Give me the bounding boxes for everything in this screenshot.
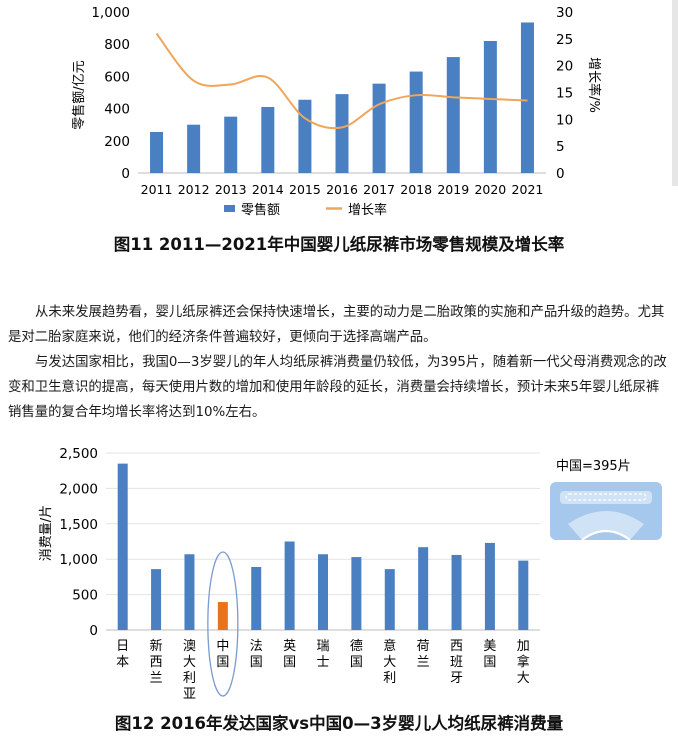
left-axis-ticks: 0 200 400 600 800 1,000 bbox=[91, 5, 130, 182]
x-tick-label: 2015 bbox=[289, 182, 321, 197]
country-label: 中国 bbox=[216, 639, 229, 670]
country-bar-西班牙 bbox=[451, 554, 462, 630]
left-tick-label: 1,000 bbox=[91, 5, 130, 21]
country-label: 荷兰 bbox=[417, 639, 430, 670]
country-label: 法国 bbox=[250, 639, 263, 670]
china-highlight-ellipse bbox=[207, 551, 239, 697]
country-label: 美国 bbox=[483, 639, 496, 670]
x-tick-label: 2020 bbox=[474, 182, 506, 197]
y-axis-label: 消费量/片 bbox=[39, 505, 54, 561]
country-label: 瑞士 bbox=[316, 639, 329, 670]
y-tick-label: 2,500 bbox=[59, 446, 98, 462]
retail-bar-2016 bbox=[335, 94, 349, 173]
paragraph-2: 与发达国家相比，我国0—3岁婴儿的年人均纸尿裤消费量仍较低，为395片，随着新一… bbox=[8, 355, 667, 420]
left-tick-label: 200 bbox=[104, 134, 130, 150]
x-tick-label: 2011 bbox=[141, 182, 173, 197]
retail-bar-2021 bbox=[520, 22, 534, 174]
right-tick-label: 25 bbox=[556, 32, 573, 48]
figure12-caption: 图12 2016年发达国家vs中国0—3岁婴儿人均纸尿裤消费量 bbox=[114, 714, 564, 733]
country-bar-意大利 bbox=[384, 569, 395, 630]
left-tick-label: 0 bbox=[121, 166, 130, 182]
country-bar-荷兰 bbox=[418, 547, 429, 630]
right-tick-label: 20 bbox=[556, 59, 573, 75]
retail-chart: 0 200 400 600 800 1,000 0 5 10 15 20 25 30 2011 2012… bbox=[71, 0, 678, 218]
country-bar-日本 bbox=[117, 463, 128, 630]
retail-bar-2018 bbox=[409, 71, 423, 173]
country-bar-法国 bbox=[251, 566, 262, 630]
consumption-chart: 0 500 1,000 1,500 2,000 2,500 日本 新西兰 澳大利亚 中国法国英国… bbox=[39, 446, 662, 702]
x-axis-ticks: 2011 2012 2013 2014 2015 2016 2017 2018 2019 2020… bbox=[141, 182, 544, 197]
country-bar-美国 bbox=[484, 542, 495, 630]
country-label: 加拿大 bbox=[517, 639, 530, 686]
right-tick-label: 15 bbox=[556, 86, 573, 102]
country-bar-德国 bbox=[351, 557, 362, 630]
y-tick-label: 2,000 bbox=[59, 481, 98, 497]
legend-label-retail: 零售额 bbox=[241, 202, 280, 218]
country-bar-澳大利亚 bbox=[184, 554, 195, 630]
y-tick-label: 0 bbox=[89, 623, 98, 639]
y-tick-label: 1,000 bbox=[59, 552, 98, 568]
retail-bar-2015 bbox=[298, 99, 312, 173]
x-tick-label: 2014 bbox=[252, 182, 284, 197]
body-text: 从未来发展趋势看，婴儿纸尿裤还会保持快速增长，主要的动力是二胎政策的实施和产品升… bbox=[8, 300, 672, 425]
right-tick-label: 5 bbox=[556, 139, 565, 155]
right-tick-label: 10 bbox=[556, 112, 573, 128]
y-axis-ticks: 0 500 1,000 1,500 2,000 2,500 bbox=[59, 446, 98, 639]
chart1-legend: 零售额 增长率 bbox=[224, 202, 387, 218]
retail-bars bbox=[150, 22, 534, 174]
country-bar-英国 bbox=[284, 541, 295, 630]
x-tick-label: 2016 bbox=[326, 182, 358, 197]
legend-swatch-bar bbox=[224, 205, 235, 212]
y-tick-label: 500 bbox=[72, 588, 98, 604]
growth-rate-line bbox=[155, 32, 528, 130]
left-tick-label: 400 bbox=[104, 102, 130, 118]
china-annotation: 中国=395片 bbox=[556, 459, 631, 474]
left-tick-label: 800 bbox=[104, 37, 130, 53]
right-axis-ticks: 0 5 10 15 20 25 30 bbox=[556, 5, 573, 182]
country-label: 意大利 bbox=[383, 638, 396, 686]
x-tick-label: 2012 bbox=[178, 182, 210, 197]
x-tick-label: 2019 bbox=[437, 182, 469, 197]
country-label: 西班牙 bbox=[450, 639, 463, 686]
country-bar-瑞士 bbox=[318, 554, 328, 630]
right-axis-label: 增长率/% bbox=[586, 57, 602, 113]
y-tick-label: 1,500 bbox=[59, 517, 98, 533]
left-tick-label: 600 bbox=[104, 69, 130, 85]
retail-bar-2013 bbox=[224, 116, 238, 173]
paragraph-1: 从未来发展趋势看，婴儿纸尿裤还会保持快速增长，主要的动力是二胎政策的实施和产品升… bbox=[8, 305, 665, 345]
left-axis-label: 零售额/亿元 bbox=[71, 60, 87, 129]
figure11-caption: 图11 2011—2021年中国婴儿纸尿裤市场零售规模及增长率 bbox=[113, 235, 565, 254]
country-bar-中国 bbox=[217, 602, 228, 630]
right-tick-label: 30 bbox=[556, 5, 573, 21]
country-label: 新西兰 bbox=[150, 638, 163, 686]
retail-bar-2017 bbox=[372, 83, 386, 173]
retail-bar-2014 bbox=[261, 106, 275, 173]
page-edge-shade bbox=[672, 0, 678, 186]
consumption-bars bbox=[117, 463, 529, 630]
country-bar-新西兰 bbox=[151, 569, 162, 630]
retail-bar-2019 bbox=[446, 57, 460, 173]
country-label: 德国 bbox=[350, 639, 363, 670]
retail-bar-2012 bbox=[187, 124, 201, 173]
country-label: 英国 bbox=[283, 639, 296, 670]
diaper-icon bbox=[550, 482, 662, 541]
retail-bar-2020 bbox=[483, 40, 497, 174]
x-tick-label: 2013 bbox=[215, 182, 247, 197]
legend-label-growth: 增长率 bbox=[348, 202, 387, 218]
country-bar-加拿大 bbox=[518, 560, 529, 630]
retail-bar-2011 bbox=[150, 131, 164, 173]
x-tick-label: 2021 bbox=[512, 182, 544, 197]
country-label: 日本 bbox=[116, 639, 129, 670]
x-tick-label: 2018 bbox=[400, 182, 432, 197]
country-label: 澳大利亚 bbox=[183, 638, 196, 702]
x-tick-label: 2017 bbox=[363, 182, 395, 197]
right-tick-label: 0 bbox=[556, 166, 565, 182]
